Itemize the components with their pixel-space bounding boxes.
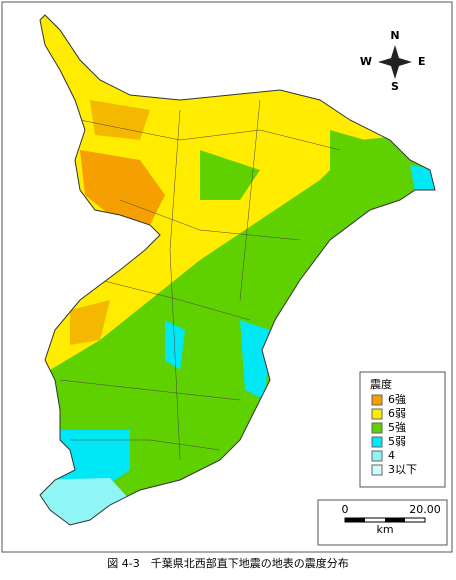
compass-west: W: [360, 55, 372, 68]
legend-swatch: [371, 394, 383, 406]
compass: N S E W: [360, 29, 426, 93]
map-frame: [1, 1, 453, 553]
legend-label: 6弱: [388, 407, 406, 420]
municipal-borders: [59, 99, 341, 461]
legend-swatch: [371, 464, 383, 476]
compass-east: E: [418, 55, 426, 68]
legend-label: 4: [388, 449, 395, 462]
legend-label: 5強: [388, 421, 406, 434]
legend-label: 5弱: [388, 435, 406, 448]
legend-title: 震度: [370, 377, 392, 391]
scale-unit: km: [376, 523, 393, 536]
compass-south: S: [391, 80, 399, 93]
caption: 図 4-3 千葉県北西部直下地震の地表の震度分布: [107, 556, 348, 570]
legend-swatch: [371, 408, 383, 420]
legend-swatch: [371, 450, 383, 462]
scale-end: 20.00: [409, 503, 441, 516]
legend-swatch: [371, 436, 383, 448]
legend-swatch: [371, 422, 383, 434]
legend-label: 3以下: [388, 463, 417, 476]
compass-north: N: [390, 29, 399, 42]
scale-start: 0: [342, 503, 349, 516]
scale-bar: 0 20.00 km: [317, 499, 448, 546]
legend-label: 6強: [388, 393, 406, 406]
